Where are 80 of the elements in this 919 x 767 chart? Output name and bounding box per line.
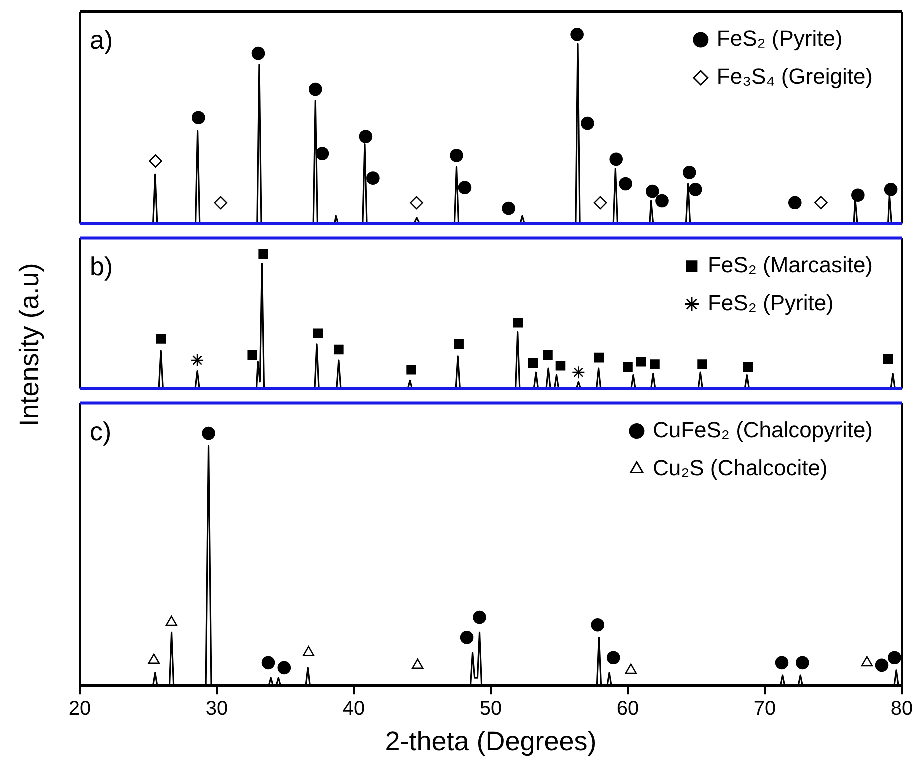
x-axis-title: 2-theta (Degrees) (385, 726, 597, 756)
point (556, 360, 566, 371)
point (646, 184, 660, 198)
point (884, 183, 898, 196)
point (190, 354, 204, 368)
point (650, 360, 660, 370)
legend-label: Fe₃S₄ (Greigite) (716, 64, 874, 90)
x-tick-label: 50 (480, 698, 502, 720)
point (594, 352, 604, 363)
point (775, 656, 789, 670)
point (458, 181, 472, 194)
point (214, 196, 228, 210)
point (450, 149, 464, 162)
point (883, 354, 894, 364)
point (619, 177, 632, 191)
point (166, 616, 178, 626)
point (262, 656, 276, 670)
point (334, 344, 344, 355)
point (248, 350, 258, 360)
chart-title: c) (90, 416, 112, 446)
point (410, 196, 424, 210)
point (888, 651, 902, 665)
x-tick-label: 30 (206, 698, 228, 720)
point (406, 365, 416, 375)
point (258, 250, 268, 260)
legend-label: FeS₂ (Marcasite) (708, 252, 874, 278)
point (473, 610, 486, 624)
point (528, 358, 538, 368)
point (202, 426, 216, 440)
chart-title: a) (90, 25, 114, 56)
point (278, 661, 292, 675)
point (148, 654, 160, 664)
point (623, 362, 633, 372)
point (788, 196, 802, 210)
y-axis-title: Intensity (a.u) (14, 263, 46, 427)
point (252, 46, 266, 60)
point (543, 350, 553, 360)
point (302, 646, 315, 656)
point (156, 334, 166, 344)
point (610, 152, 624, 166)
point (581, 116, 594, 130)
point (656, 194, 669, 208)
point (192, 111, 206, 124)
point (743, 362, 754, 372)
legend-label: FeS₂ (Pyrite) (716, 26, 843, 52)
point (502, 202, 516, 216)
point (366, 172, 380, 185)
point (796, 656, 810, 670)
x-tick-label: 40 (342, 698, 366, 720)
point (591, 618, 605, 632)
point (412, 658, 424, 670)
point (572, 366, 586, 380)
x-tick-label: 60 (616, 698, 640, 720)
point (625, 664, 637, 674)
x-tick-label: 70 (754, 698, 776, 720)
point (852, 188, 865, 202)
point (594, 196, 608, 210)
point (570, 28, 584, 42)
point (316, 147, 330, 160)
point (359, 130, 373, 144)
legend-label: Cu₂S (Chalcocite) (652, 455, 828, 480)
x-tick-label: 20 (68, 698, 92, 720)
point (875, 658, 889, 672)
point (149, 154, 162, 168)
x-tick-label: 80 (890, 698, 914, 720)
point (861, 656, 874, 667)
point (814, 196, 828, 210)
chart-title: b) (90, 251, 114, 282)
point (454, 339, 464, 350)
point (636, 356, 646, 367)
point (683, 166, 696, 180)
point (689, 183, 702, 196)
legend-label: CuFeS₂ (Chalcopyrite) (652, 417, 874, 442)
point (308, 82, 322, 96)
point (698, 360, 708, 370)
point (313, 328, 324, 339)
legend-label: FeS₂ (Pyrite) (708, 290, 834, 316)
point (606, 651, 620, 665)
point (460, 631, 474, 644)
point (514, 318, 524, 328)
